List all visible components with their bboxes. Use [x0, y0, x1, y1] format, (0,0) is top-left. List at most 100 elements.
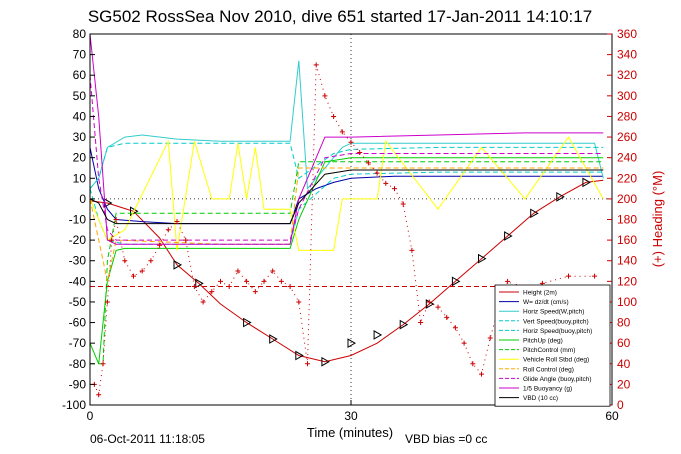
- marker-1-2: [173, 259, 183, 270]
- y2-tick-label: 140: [617, 254, 637, 268]
- marker-13-40: [418, 320, 424, 326]
- series-line-0: [89, 179, 604, 363]
- marker-13-11: [165, 227, 171, 233]
- y-tick-label: -30: [69, 254, 87, 268]
- marker-13-27: [305, 361, 310, 367]
- marker-13-21: [252, 289, 258, 295]
- y2-tick-label: 0: [617, 398, 624, 412]
- marker-13-28: [313, 62, 319, 68]
- y-tick-label: 50: [73, 89, 87, 103]
- marker-1-6: [295, 350, 304, 361]
- marker-1-5: [269, 334, 278, 344]
- y-tick-label: 60: [73, 68, 87, 82]
- y2-tick-label: 120: [617, 274, 637, 288]
- marker-13-6: [122, 258, 128, 264]
- y-tick-label: 0: [79, 192, 86, 206]
- series-line-11: [89, 33, 604, 245]
- marker-13-17: [218, 278, 223, 284]
- marker-13-43: [444, 314, 450, 320]
- marker-1-10: [399, 319, 409, 330]
- marker-13-24: [278, 278, 284, 284]
- footer-vbd-bias: VBD bias =0 cc: [405, 432, 487, 446]
- legend-box: [494, 284, 611, 407]
- y-tick-label: -20: [69, 233, 87, 247]
- y-tick-label: -50: [69, 295, 87, 309]
- marker-13-36: [383, 180, 389, 186]
- marker-13-3: [104, 299, 110, 305]
- marker-13-45: [461, 340, 467, 346]
- marker-13-32: [348, 139, 354, 145]
- marker-1-13: [478, 253, 487, 264]
- marker-13-29: [322, 93, 328, 99]
- marker-13-55: [592, 273, 598, 279]
- marker-13-30: [331, 113, 337, 119]
- marker-1-4: [243, 317, 252, 328]
- marker-13-35: [374, 170, 380, 176]
- y2-tick-label: 300: [617, 89, 637, 103]
- y2-tick-label: 60: [617, 336, 631, 350]
- y-tick-label: 10: [73, 171, 87, 185]
- y2-tick-label: 320: [617, 68, 637, 82]
- marker-13-54: [566, 273, 571, 279]
- marker-13-9: [148, 258, 154, 264]
- marker-1-9: [373, 330, 383, 340]
- y-tick-label: 20: [73, 151, 87, 165]
- marker-1-16: [556, 191, 565, 202]
- legend-label: Vehicle Roll Stbd (deg): [523, 357, 589, 364]
- y2-tick-label: 360: [617, 27, 637, 41]
- y2-tick-label: 40: [617, 357, 631, 371]
- marker-1-15: [530, 208, 539, 219]
- legend-label: PitchUp (deg): [523, 338, 563, 345]
- legend-label: Height (2m): [523, 290, 557, 297]
- legend-label: Horiz Speed(W,pitch): [523, 309, 584, 316]
- legend-label: PitchControl (mm): [523, 347, 575, 354]
- marker-13-46: [470, 361, 476, 367]
- y2-tick-label: 220: [617, 171, 637, 185]
- series-line-8: [89, 136, 604, 251]
- legend-label: Roll Control (deg): [523, 366, 574, 373]
- marker-13-15: [200, 299, 206, 305]
- series-line-9: [89, 167, 604, 282]
- marker-13-37: [392, 186, 397, 192]
- footer-timestamp: 06-Oct-2011 11:18:05: [90, 432, 205, 446]
- series-line-12: [89, 169, 604, 225]
- marker-13-31: [339, 129, 345, 135]
- marker-13-48: [487, 335, 493, 341]
- marker-13-10: [157, 242, 163, 248]
- marker-13-34: [365, 160, 371, 166]
- marker-13-47: [479, 371, 484, 377]
- y-tick-label: 80: [73, 27, 87, 41]
- marker-13-8: [139, 268, 145, 274]
- marker-1-7: [321, 356, 330, 367]
- marker-13-39: [409, 247, 415, 253]
- legend: Height (2m) W= dz/dt (cm/s) Horiz Speed(W,…: [494, 284, 611, 407]
- y2-tick-label: 280: [617, 109, 637, 123]
- y2-tick-label: 340: [617, 48, 637, 62]
- x-tick-label: 0: [87, 409, 94, 423]
- marker-13-7: [131, 273, 136, 279]
- marker-13-4: [109, 237, 115, 243]
- y2-tick-label: 240: [617, 151, 637, 165]
- y2-tick-label: 20: [617, 377, 631, 391]
- series-line-5: [89, 142, 604, 189]
- series-layer: [89, 33, 604, 398]
- marker-13-42: [435, 304, 441, 310]
- marker-13-13: [183, 237, 189, 243]
- x-tick-label: 60: [605, 409, 619, 423]
- marker-13-33: [357, 150, 363, 156]
- marker-13-50: [505, 278, 511, 284]
- right-axis-label: (+) Heading (°M): [650, 171, 665, 268]
- marker-13-26: [296, 299, 302, 305]
- marker-13-23: [270, 268, 276, 274]
- marker-13-5: [113, 217, 119, 222]
- y2-tick-label: 260: [617, 130, 637, 144]
- marker-13-38: [400, 201, 406, 207]
- x-axis-label: Time (minutes): [307, 425, 393, 440]
- chart-title: SG502 RossSea Nov 2010, dive 651 started…: [88, 7, 592, 26]
- marker-1-17: [582, 177, 591, 188]
- y-tick-label: 30: [73, 130, 87, 144]
- marker-13-41: [426, 299, 432, 305]
- marker-1-3: [195, 278, 204, 289]
- y2-tick-label: 80: [617, 316, 631, 330]
